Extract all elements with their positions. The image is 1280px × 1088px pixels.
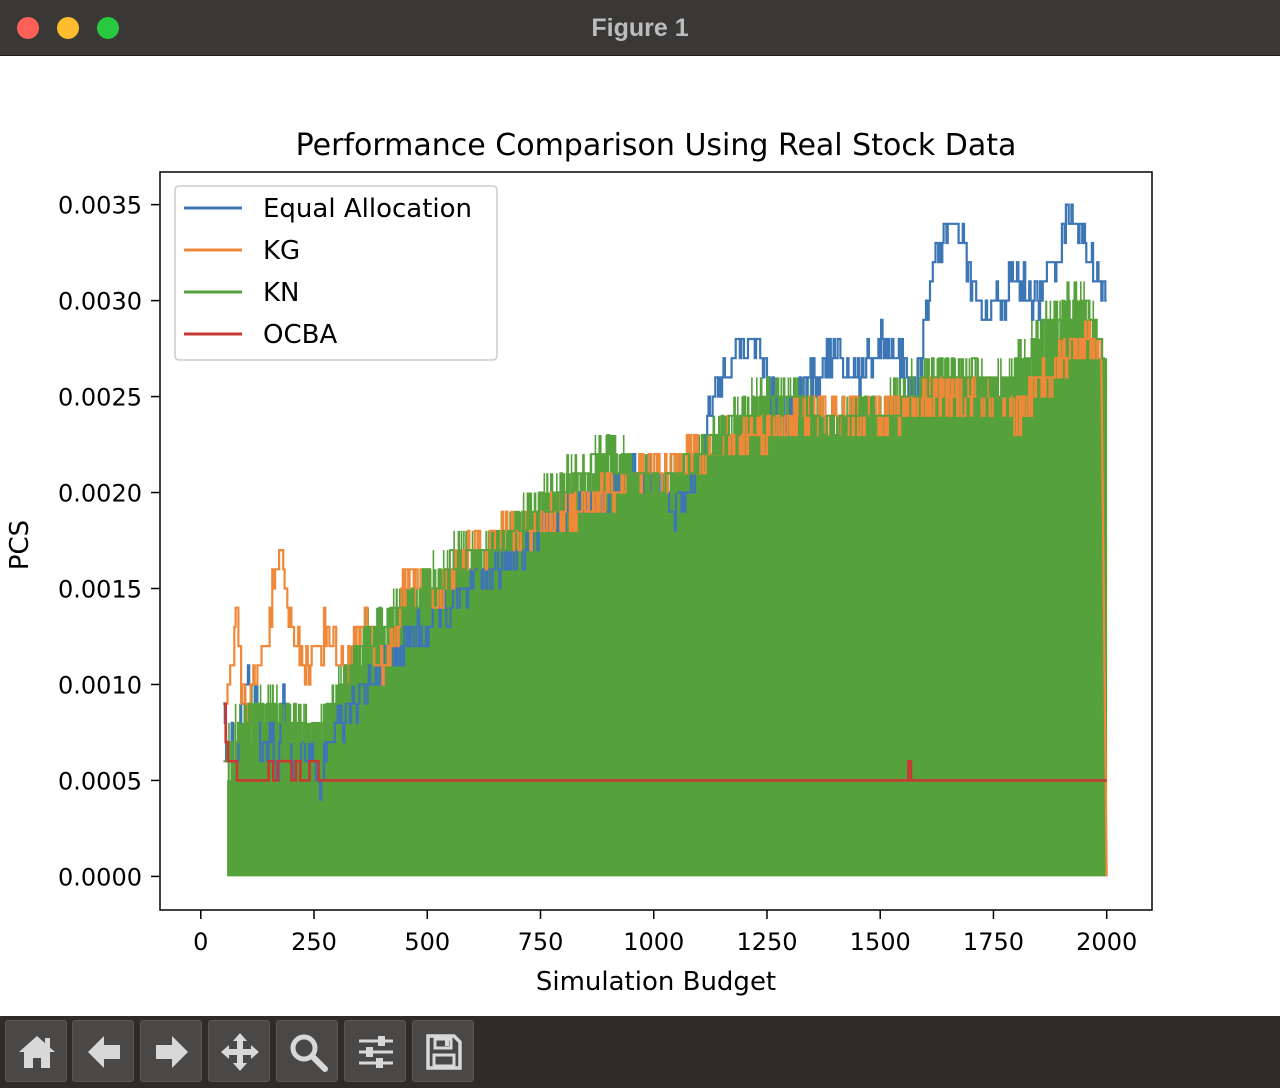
home-button[interactable] (5, 1020, 67, 1082)
y-tick-label: 0.0020 (58, 480, 142, 508)
legend-label: KG (263, 236, 300, 266)
arrow-left-icon (88, 1036, 120, 1068)
toolbar (0, 1016, 1280, 1088)
zoom-window-button[interactable] (97, 17, 119, 39)
close-window-button[interactable] (17, 17, 39, 39)
floppy-disk-icon (426, 1034, 462, 1070)
window-titlebar: Figure 1 (0, 0, 1280, 56)
chart: 0 250 500 750 1000 1250 1500 1750 2000 0.0000 0.0… (5, 128, 1153, 997)
series-line-kg (223, 318, 1108, 877)
back-button[interactable] (72, 1020, 134, 1082)
zoom-button[interactable] (276, 1020, 338, 1082)
plot-frame (159, 171, 1153, 911)
x-tick-label: 2000 (1076, 928, 1137, 956)
forward-button[interactable] (140, 1020, 202, 1082)
x-axis-label: Simulation Budget (536, 967, 776, 997)
legend: Equal Allocation KG KN OCBA (174, 185, 498, 361)
y-tick-label: 0.0010 (58, 671, 142, 699)
x-tick-label: 1000 (623, 928, 684, 956)
minimize-window-button[interactable] (57, 17, 79, 39)
series-line-ocba (223, 702, 1107, 782)
x-tick-label: 1750 (963, 928, 1024, 956)
y-axis-label: PCS (5, 520, 35, 570)
x-tick-label: 1500 (850, 928, 911, 956)
home-icon (19, 1036, 55, 1068)
y-tick-label: 0.0035 (58, 192, 142, 220)
arrow-right-icon (156, 1036, 188, 1068)
move-icon (221, 1033, 259, 1071)
legend-label: Equal Allocation (263, 194, 472, 224)
y-tick-label: 0.0025 (58, 384, 142, 412)
chart-title: Performance Comparison Using Real Stock … (296, 128, 1017, 163)
window-title: Figure 1 (591, 14, 689, 42)
x-tick-label: 500 (404, 928, 450, 956)
kn-oscillation (227, 281, 1108, 877)
save-button[interactable] (412, 1020, 474, 1082)
y-tick-label: 0.0030 (58, 288, 142, 316)
series-line-kn (223, 299, 1107, 763)
kn-fill-area (227, 281, 1108, 877)
pan-button[interactable] (208, 1020, 270, 1082)
y-tick-label: 0.0000 (58, 863, 142, 891)
legend-label: KN (263, 278, 300, 308)
x-tick-label: 750 (518, 928, 564, 956)
legend-label: OCBA (263, 320, 337, 350)
magnifier-icon (290, 1034, 328, 1072)
sliders-icon (359, 1036, 393, 1068)
y-tick-label: 0.0015 (58, 576, 142, 604)
x-tick-label: 1250 (736, 928, 797, 956)
y-tick-label: 0.0005 (58, 767, 142, 795)
x-tick-label: 0 (193, 928, 208, 956)
x-tick-label: 250 (291, 928, 337, 956)
configure-subplots-button[interactable] (344, 1020, 406, 1082)
